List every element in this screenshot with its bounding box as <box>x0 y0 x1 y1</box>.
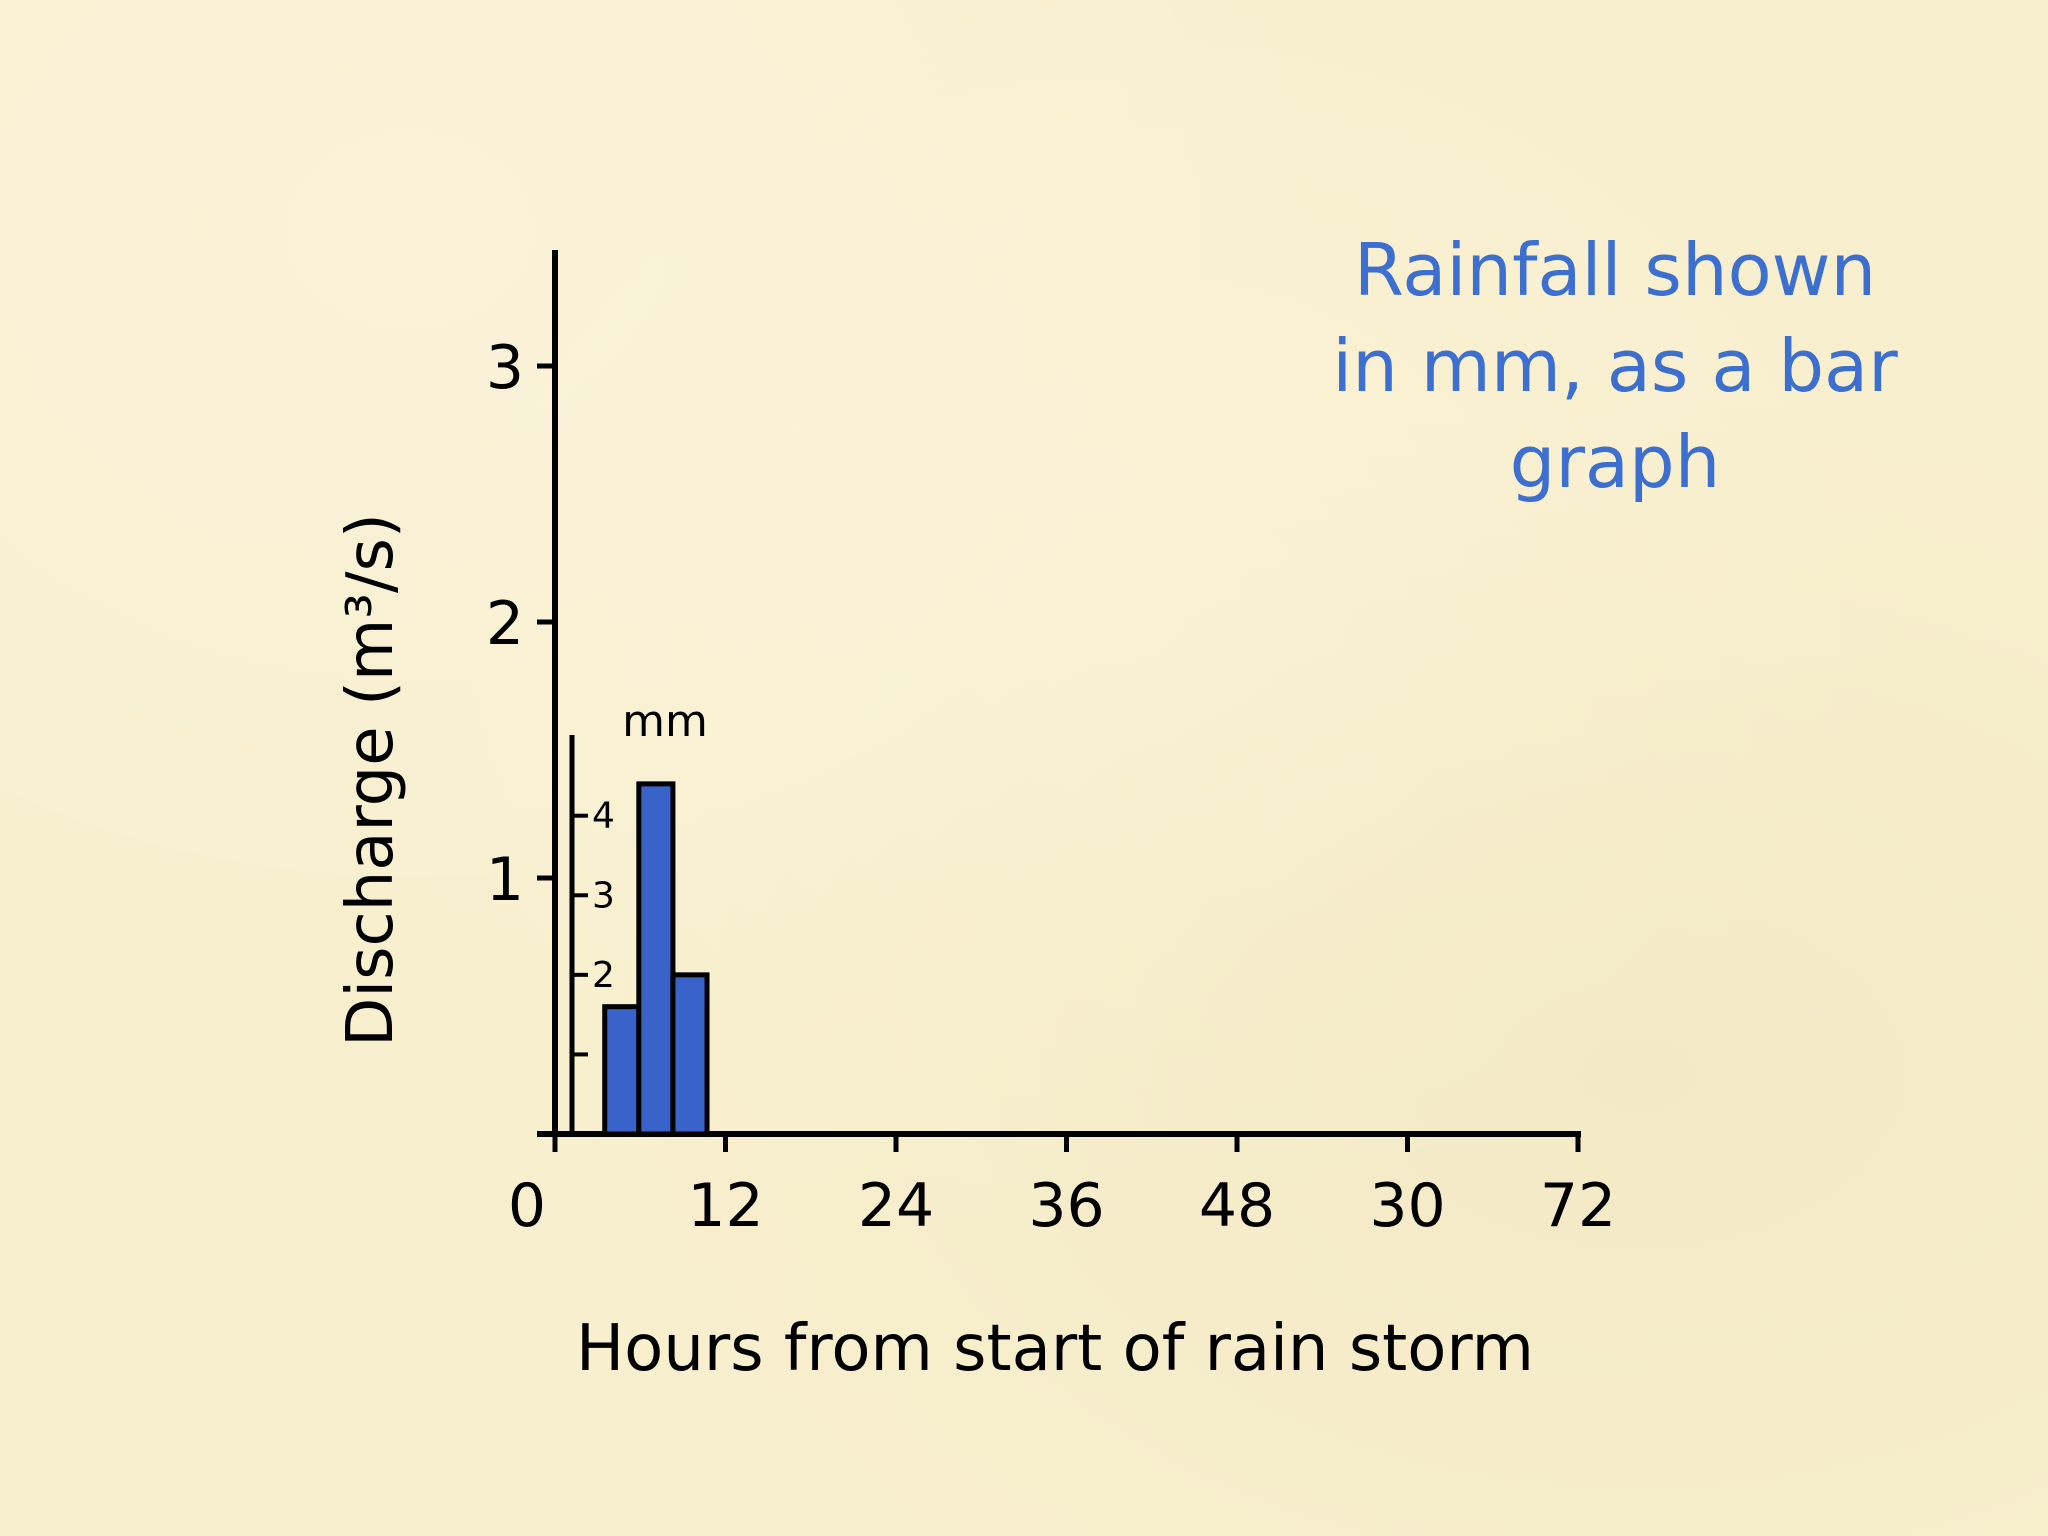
x-tick-label-4: 48 <box>1199 1171 1275 1241</box>
rainfall-tick-label-2: 2 <box>592 955 615 996</box>
y-tick-label-1: 1 <box>486 845 524 915</box>
x-tick-label-1: 12 <box>687 1171 763 1241</box>
rainfall-bar-1 <box>602 1004 642 1137</box>
x-tick-label-2: 24 <box>858 1171 934 1241</box>
rainfall-annotation: Rainfall shown in mm, as a bar graph <box>1332 228 1898 504</box>
x-tick-label-6: 72 <box>1540 1171 1616 1241</box>
rainfall-bar-2 <box>636 781 676 1137</box>
rainfall-unit-label: mm <box>622 696 708 747</box>
rainfall-bars <box>602 781 710 1137</box>
rainfall-axis: 2 3 4 <box>569 735 615 1134</box>
x-tick-label-5: 30 <box>1369 1171 1445 1241</box>
y-axis-title: Discharge (m³/s) <box>334 513 408 1047</box>
y-tick-label-3: 3 <box>486 333 524 403</box>
rainfall-bar-3 <box>670 972 710 1137</box>
x-tick-label-0: 0 <box>508 1171 546 1241</box>
x-axis-title: Hours from start of rain storm <box>576 1312 1534 1386</box>
rainfall-tick-label-4: 4 <box>592 796 615 837</box>
y-tick-label-2: 2 <box>486 589 524 659</box>
x-tick-label-3: 36 <box>1028 1171 1104 1241</box>
rainfall-tick-label-3: 3 <box>592 875 615 916</box>
